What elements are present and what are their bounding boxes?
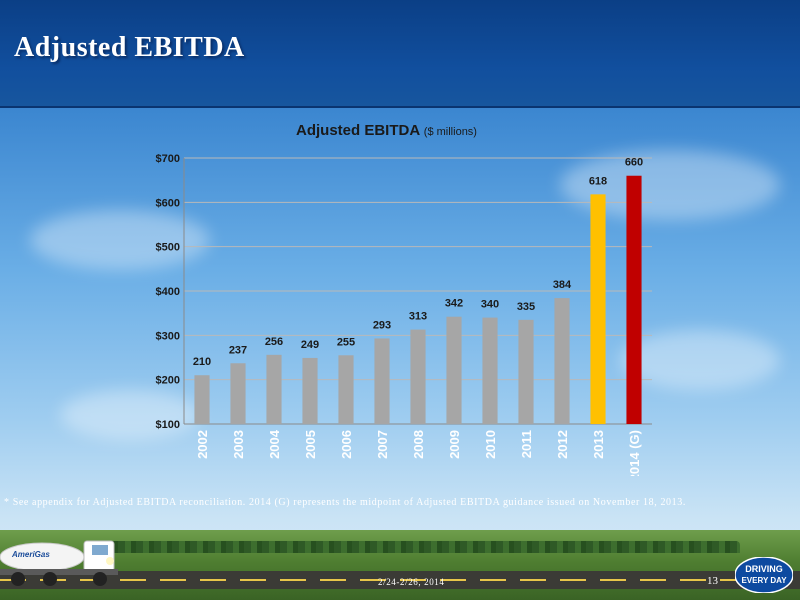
driving-every-day-logo: DRIVING EVERY DAY xyxy=(735,557,793,593)
x-tick-label: 2006 xyxy=(339,430,354,459)
x-tick-label: 2009 xyxy=(447,430,462,459)
bar xyxy=(338,355,354,424)
x-tick-label: 2010 xyxy=(483,430,498,459)
y-tick-label: $400 xyxy=(156,286,180,298)
treeline xyxy=(100,541,740,553)
truck-logo-text: AmeriGas xyxy=(11,550,50,559)
y-tick-label: $100 xyxy=(156,419,180,431)
propane-truck-icon: AmeriGas xyxy=(0,540,118,586)
data-label: 313 xyxy=(409,311,427,323)
y-tick-label: $200 xyxy=(156,375,180,387)
x-tick-label: 2005 xyxy=(303,430,318,459)
y-tick-label: $600 xyxy=(156,197,180,209)
slide-date: 2/24-2/26, 2014 xyxy=(378,577,445,587)
bar xyxy=(482,317,498,424)
data-label: 256 xyxy=(265,336,283,348)
x-tick-label: 2013 xyxy=(591,430,606,459)
data-label: 249 xyxy=(301,339,319,351)
slide-title: Adjusted EBITDA xyxy=(14,32,245,63)
data-label: 293 xyxy=(373,319,391,331)
data-label: 237 xyxy=(229,344,247,356)
data-label: 340 xyxy=(481,299,499,311)
x-tick-label: 2012 xyxy=(555,430,570,459)
road-center-line xyxy=(0,579,800,581)
bar xyxy=(374,338,390,424)
data-label: 384 xyxy=(553,279,572,291)
bar xyxy=(410,329,426,424)
data-label: 660 xyxy=(625,157,643,169)
bar xyxy=(194,375,210,424)
x-tick-label: 2008 xyxy=(411,430,426,459)
bar xyxy=(266,354,282,424)
data-label: 342 xyxy=(445,298,463,310)
chart-title: Adjusted EBITDA ($ millions) xyxy=(296,122,477,139)
chart-panel: $100 $200 $300 $400 $500 $600 $700 210 2002 237 20… xyxy=(140,116,670,481)
data-label: 335 xyxy=(517,301,535,313)
x-tick-label: 2004 xyxy=(267,429,282,459)
x-tick-label: 2002 xyxy=(195,430,210,459)
bar xyxy=(626,175,642,424)
bar xyxy=(590,194,606,424)
title-band: Adjusted EBITDA xyxy=(0,0,800,108)
bar xyxy=(554,298,570,424)
data-label: 210 xyxy=(193,356,211,368)
y-tick-label: $700 xyxy=(156,153,180,165)
bar xyxy=(302,357,318,424)
page-number: 13 xyxy=(707,575,718,587)
logo-line-2: EVERY DAY xyxy=(741,576,787,585)
x-tick-label: 2003 xyxy=(231,430,246,459)
x-tick-label: 2011 xyxy=(519,430,534,458)
y-tick-label: $300 xyxy=(156,330,180,342)
chart-title-text: Adjusted EBITDA xyxy=(296,122,420,139)
bar-chart: $100 $200 $300 $400 $500 $600 $700 210 2002 237 20… xyxy=(156,153,652,481)
bar xyxy=(230,363,246,424)
data-label: 255 xyxy=(337,336,355,348)
chart-title-unit: ($ millions) xyxy=(423,126,477,138)
y-tick-label: $500 xyxy=(156,242,180,254)
x-tick-label: 2007 xyxy=(375,430,390,459)
data-label: 618 xyxy=(589,175,607,187)
bar xyxy=(446,316,462,424)
bar xyxy=(518,319,534,424)
footnote: * See appendix for Adjusted EBITDA recon… xyxy=(4,497,686,508)
logo-line-1: DRIVING xyxy=(745,564,783,574)
x-tick-label: 2014 (G) xyxy=(627,430,642,476)
